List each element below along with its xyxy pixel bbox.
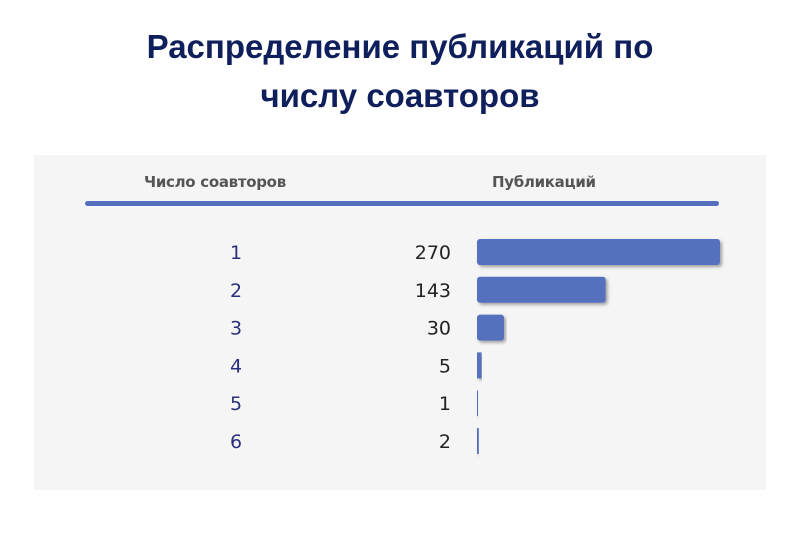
bar <box>477 276 606 303</box>
value-label: 2 <box>439 431 451 453</box>
bar <box>477 352 482 379</box>
bar-chart: 1 270 2 143 3 30 4 5 5 1 6 2 <box>230 239 720 454</box>
value-label: 270 <box>415 242 451 264</box>
bar <box>477 428 479 454</box>
category-label: 6 <box>230 431 242 453</box>
category-label: 4 <box>230 355 242 377</box>
header-coauthors: Число соавторов <box>144 173 286 191</box>
category-label: 3 <box>230 318 242 340</box>
category-label: 1 <box>230 242 242 264</box>
title-line-2: числу соавторов <box>260 77 540 114</box>
value-label: 1 <box>439 393 451 415</box>
category-label: 5 <box>230 393 242 415</box>
value-label: 143 <box>415 280 451 302</box>
bar <box>477 390 478 417</box>
bar <box>477 314 504 341</box>
title-line-1: Распределение публикаций по <box>146 28 654 65</box>
value-label: 30 <box>427 318 451 340</box>
header-publications: Публикаций <box>492 173 596 191</box>
bar <box>477 239 720 265</box>
value-label: 5 <box>439 355 451 377</box>
category-label: 2 <box>230 280 242 302</box>
slide-title: Распределение публикаций по числу соавто… <box>0 22 800 120</box>
header-divider <box>85 201 719 206</box>
chart-panel: Число соавторов Публикаций 1 270 2 143 3 30 4 5… <box>34 155 766 490</box>
